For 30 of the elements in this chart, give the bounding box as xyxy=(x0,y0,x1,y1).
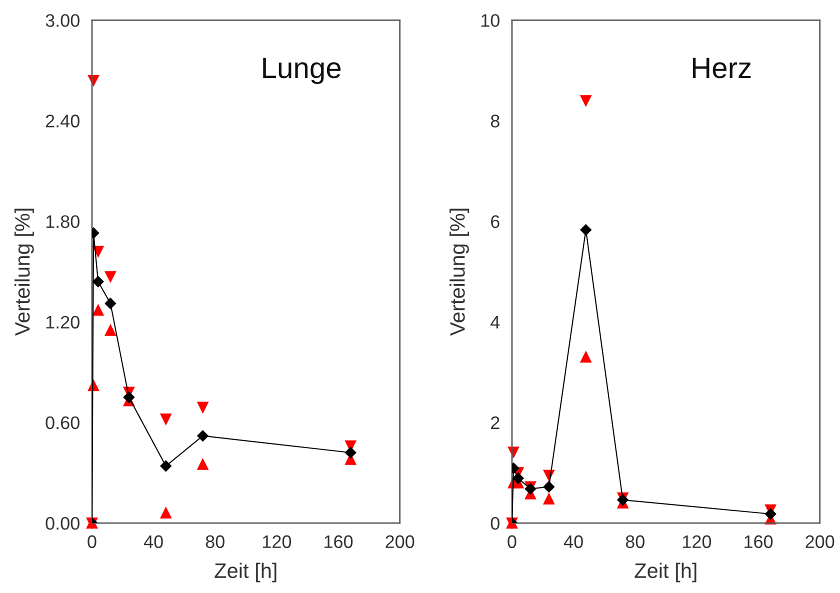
y-tick-label: 2.40 xyxy=(46,114,80,128)
text: Lunge xyxy=(263,58,341,84)
y-axis-title: Verteilung [%] xyxy=(14,208,34,336)
y-tick-label: 3.00 xyxy=(46,14,80,27)
x-tick-label: 40 xyxy=(564,535,583,548)
y-tick-label: 10 xyxy=(481,14,500,27)
y-tick-label: 1.80 xyxy=(46,215,80,228)
x-tick-label: 0 xyxy=(508,535,516,548)
x-tick-label: 120 xyxy=(683,535,712,548)
x-tick-label: 120 xyxy=(263,535,292,548)
x-axis-title: Zeit [h] xyxy=(634,562,696,582)
y-tick-label: 4 xyxy=(490,316,500,328)
x-tick-label: 160 xyxy=(324,535,353,548)
y-tick-label: 0.00 xyxy=(46,516,80,530)
y-tick-label: 6 xyxy=(491,215,500,228)
y-tick-label: 1.20 xyxy=(46,316,80,329)
x-tick-label: 160 xyxy=(744,535,773,548)
x-tick-label: 0 xyxy=(88,535,96,548)
x-tick-label: 80 xyxy=(626,535,644,548)
x-axis-title: Zeit [h] xyxy=(214,562,276,582)
x-tick-label: 40 xyxy=(144,535,163,548)
y-tick-label: 0 xyxy=(490,516,500,530)
text: Herz xyxy=(692,58,751,78)
y-tick-label: 0.60 xyxy=(46,416,80,430)
y-tick-label: 2 xyxy=(491,416,500,429)
x-tick-label: 200 xyxy=(806,535,834,548)
x-tick-label: 200 xyxy=(386,535,414,548)
y-axis-title: Verteilung [%] xyxy=(450,208,469,336)
x-tick-label: 80 xyxy=(206,535,224,548)
y-tick-label: 8 xyxy=(490,114,500,128)
